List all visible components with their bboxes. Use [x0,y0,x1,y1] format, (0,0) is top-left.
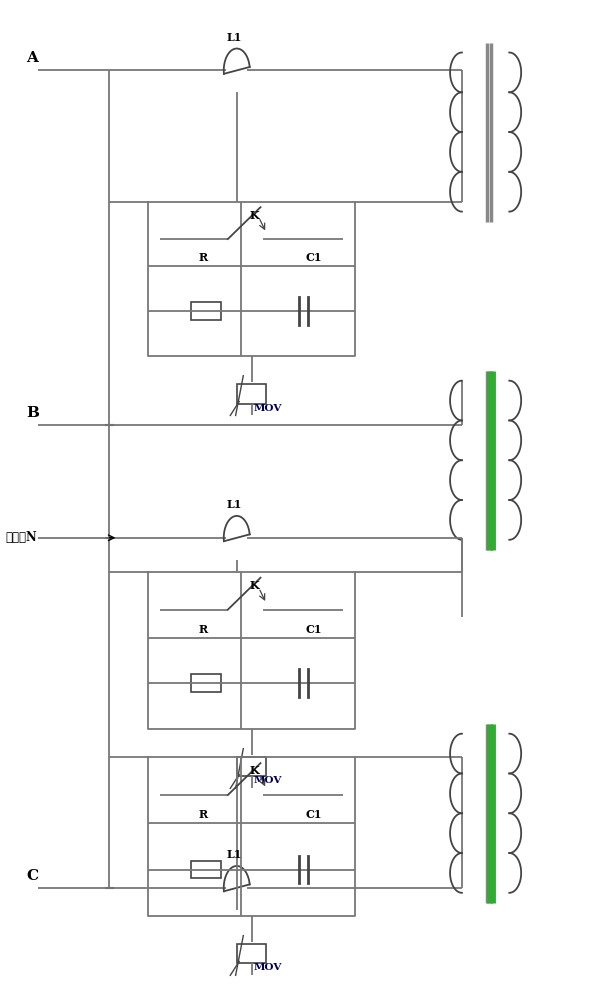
Text: A: A [26,51,38,65]
Bar [237,757,266,776]
Text: B: B [26,406,39,420]
Text: L1: L1 [226,849,242,860]
Text: K: K [250,580,260,591]
Text: MOV: MOV [254,963,282,972]
Bar [237,944,266,963]
Text: K: K [250,765,260,776]
Bar [237,384,266,404]
Bar [191,861,221,878]
Text: L1: L1 [226,32,242,43]
Text: R: R [199,252,208,263]
Text: C1: C1 [306,624,322,635]
Text: MOV: MOV [254,776,282,785]
Text: K: K [250,210,260,221]
Text: 中性点N: 中性点N [6,531,38,544]
Text: C: C [26,869,39,883]
Bar [191,302,221,320]
Text: R: R [199,809,208,820]
Bar [191,674,221,692]
Text: R: R [199,624,208,635]
Text: MOV: MOV [254,404,282,413]
Text: L1: L1 [226,499,242,510]
Text: C1: C1 [306,252,322,263]
Text: C1: C1 [306,809,322,820]
